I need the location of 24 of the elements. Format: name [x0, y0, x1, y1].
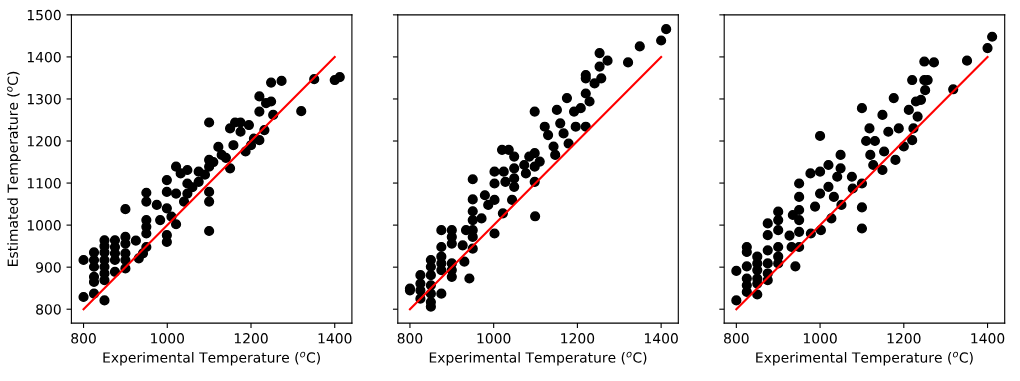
x-tick-label: 1200: [234, 333, 268, 344]
y-tick-label: 1100: [27, 178, 61, 189]
x-tick-label: 800: [71, 333, 96, 344]
x-tick-label: 1200: [887, 333, 921, 344]
y-axis-title: Estimated Temperature ($^{o}$C): [7, 71, 21, 266]
y-tick-label: 900: [36, 262, 61, 273]
x-tick-label: 1200: [561, 333, 595, 344]
y-tick-label: 800: [36, 304, 61, 315]
x-tick-label: 1000: [151, 333, 185, 344]
x-tick-label: 1000: [477, 333, 511, 344]
x-tick-label: 1400: [971, 333, 1005, 344]
x-axis-title: Experimental Temperature ($^{o}$C): [756, 351, 973, 366]
y-tick-label: 1200: [27, 135, 61, 147]
y-tick-label: 1500: [27, 9, 61, 21]
x-tick-label: 800: [397, 333, 423, 344]
x-axis-title: Experimental Temperature ($^{o}$C): [103, 351, 320, 366]
x-tick-label: 1400: [318, 333, 352, 344]
x-tick-label: 800: [724, 333, 749, 344]
y-tick-label: 1000: [27, 220, 61, 231]
y-tick-label: 1400: [27, 51, 61, 63]
x-tick-label: 1000: [803, 333, 837, 344]
x-axis-title: Experimental Temperature ($^{o}$C): [429, 351, 647, 366]
y-tick-label: 1300: [27, 93, 61, 105]
x-tick-label: 1400: [644, 333, 678, 344]
